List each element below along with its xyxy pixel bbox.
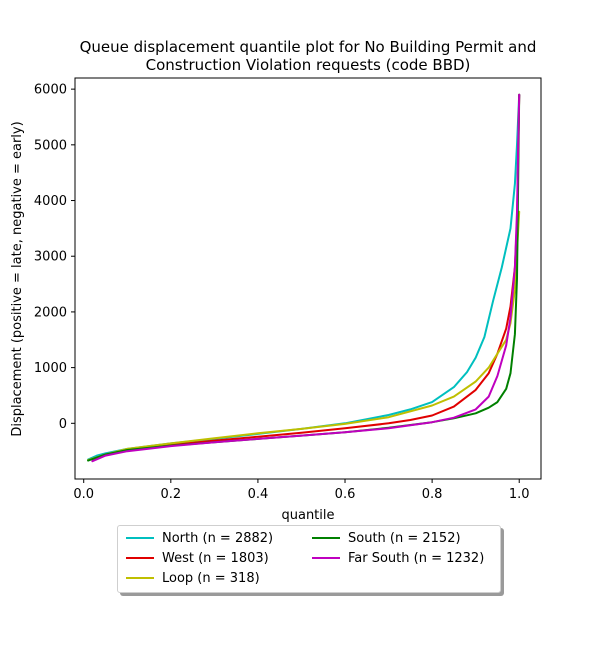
y-tick-label: 5000 [34, 138, 67, 153]
x-axis-label: quantile [281, 508, 334, 523]
y-axis-label: Displacement (positive = late, negative … [10, 121, 25, 436]
plot-lines [87, 93, 521, 463]
legend-item-north: North (n = 2882) [126, 529, 273, 547]
legend-label-south: South (n = 2152) [348, 530, 461, 546]
legend-swatch-south [312, 537, 340, 539]
chart-title-line-1: Queue displacement quantile plot for No … [79, 38, 537, 56]
legend-label-far-south: Far South (n = 1232) [348, 550, 485, 566]
y-tick-label: 4000 [34, 194, 67, 209]
series-line-far-south [91, 93, 521, 463]
y-tick-label: 2000 [34, 305, 67, 320]
legend-swatch-north [126, 537, 154, 539]
series-line-loop [87, 210, 521, 462]
legend-swatch-west [126, 557, 154, 559]
y-tick-label: 0 [59, 417, 67, 432]
y-tick-label: 3000 [34, 250, 67, 265]
y-tick-label: 6000 [34, 83, 67, 98]
legend-label-west: West (n = 1803) [162, 550, 269, 566]
legend-swatch-far-south [312, 557, 340, 559]
series-line-north [87, 93, 521, 461]
legend-label-loop: Loop (n = 318) [162, 570, 260, 586]
plot-frame [74, 77, 542, 480]
legend-label-north: North (n = 2882) [162, 530, 274, 546]
x-tick-label: 0.4 [248, 487, 269, 502]
legend-item-loop: Loop (n = 318) [126, 569, 260, 587]
legend-item-south: South (n = 2152) [312, 529, 461, 547]
series-line-west [91, 93, 521, 461]
x-tick-label: 0.6 [335, 487, 356, 502]
x-axis: 0.0 0.2 0.4 0.6 0.8 1.0 [73, 479, 530, 502]
legend-swatch-loop [126, 577, 154, 579]
x-tick-label: 0.0 [73, 487, 94, 502]
y-axis: 0 1000 2000 3000 4000 5000 6000 [34, 83, 75, 432]
x-tick-label: 0.8 [422, 487, 443, 502]
chart-title-line-2: Construction Violation requests (code BB… [145, 56, 471, 74]
y-tick-label: 1000 [34, 361, 67, 376]
x-tick-label: 0.2 [160, 487, 181, 502]
legend-item-west: West (n = 1803) [126, 549, 269, 567]
x-tick-label: 1.0 [509, 487, 530, 502]
legend-item-far-south: Far South (n = 1232) [312, 549, 484, 567]
legend: North (n = 2882) West (n = 1803) Loop (n… [117, 525, 501, 593]
